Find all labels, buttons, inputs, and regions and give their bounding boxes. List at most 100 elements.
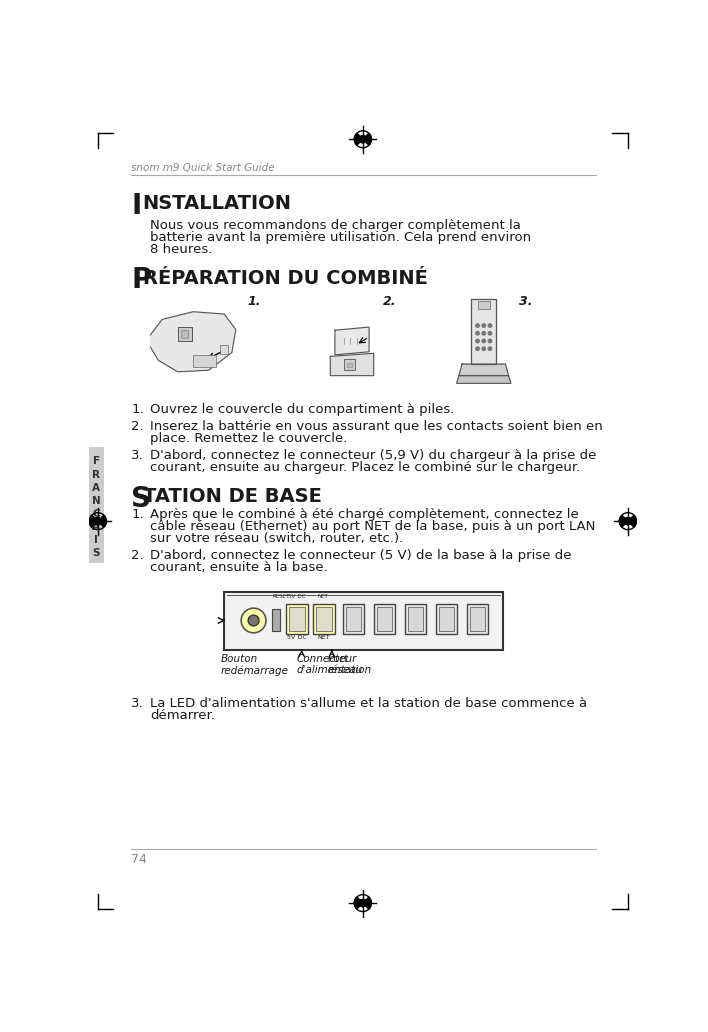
Text: R: R xyxy=(92,470,101,480)
Text: 1.: 1. xyxy=(247,295,261,308)
Bar xyxy=(439,608,455,631)
Bar xyxy=(346,608,361,631)
Text: A: A xyxy=(92,522,101,531)
Text: Bouton
redémarrage: Bouton redémarrage xyxy=(220,653,288,676)
Bar xyxy=(408,608,423,631)
Wedge shape xyxy=(620,515,628,527)
Text: Nous vous recommandons de charger complètement la: Nous vous recommandons de charger complè… xyxy=(151,219,521,231)
Bar xyxy=(343,605,365,634)
Polygon shape xyxy=(457,376,511,383)
Text: courant, ensuite à la base.: courant, ensuite à la base. xyxy=(151,560,329,574)
Text: 8 heures.: 8 heures. xyxy=(151,244,213,256)
Circle shape xyxy=(489,340,491,343)
Wedge shape xyxy=(625,521,630,524)
Text: 5V  DC: 5V DC xyxy=(287,594,305,600)
Wedge shape xyxy=(89,515,98,527)
Text: I: I xyxy=(131,192,142,220)
Bar xyxy=(478,301,490,309)
Bar xyxy=(467,605,489,634)
Text: 3.: 3. xyxy=(131,449,144,462)
Text: RÉPARATION DU COMBINÉ: RÉPARATION DU COMBINÉ xyxy=(143,268,428,288)
Polygon shape xyxy=(331,353,374,376)
Text: F: F xyxy=(93,456,100,466)
Text: I: I xyxy=(94,535,98,545)
Circle shape xyxy=(248,615,259,625)
Bar xyxy=(374,605,395,634)
Text: NET: NET xyxy=(318,635,331,640)
Bar xyxy=(313,605,335,634)
Circle shape xyxy=(476,324,479,327)
Text: Ç: Ç xyxy=(93,509,100,519)
Text: Ouvrez le couvercle du compartiment à piles.: Ouvrez le couvercle du compartiment à pi… xyxy=(151,402,455,416)
Text: 2.: 2. xyxy=(383,295,396,308)
Wedge shape xyxy=(363,897,372,909)
Bar xyxy=(405,605,426,634)
Wedge shape xyxy=(625,518,630,521)
Circle shape xyxy=(489,347,491,351)
Text: 2.: 2. xyxy=(131,420,144,432)
Wedge shape xyxy=(98,515,106,527)
Text: N: N xyxy=(92,495,101,506)
Bar xyxy=(470,608,485,631)
Bar xyxy=(344,359,355,370)
Circle shape xyxy=(482,331,486,335)
Wedge shape xyxy=(360,903,365,907)
Text: S: S xyxy=(131,485,151,513)
Polygon shape xyxy=(335,327,369,355)
Wedge shape xyxy=(360,139,365,142)
Circle shape xyxy=(241,608,266,633)
Wedge shape xyxy=(628,515,636,527)
Circle shape xyxy=(482,324,486,327)
Circle shape xyxy=(482,347,486,351)
Circle shape xyxy=(476,347,479,351)
Text: courant, ensuite au chargeur. Placez le combiné sur le chargeur.: courant, ensuite au chargeur. Placez le … xyxy=(151,461,581,474)
Polygon shape xyxy=(472,298,496,364)
Bar xyxy=(348,362,352,367)
Wedge shape xyxy=(360,135,365,139)
Text: Port
réseau: Port réseau xyxy=(328,653,363,675)
Text: D'abord, connectez le connecteur (5,9 V) du chargeur à la prise de: D'abord, connectez le connecteur (5,9 V)… xyxy=(151,449,597,462)
Polygon shape xyxy=(151,312,236,372)
Text: démarrer.: démarrer. xyxy=(151,709,215,722)
Bar xyxy=(286,605,308,634)
Text: 3.: 3. xyxy=(519,295,532,308)
Text: Inserez la battérie en vous assurant que les contacts soient bien en: Inserez la battérie en vous assurant que… xyxy=(151,420,603,432)
Text: NSTALLATION: NSTALLATION xyxy=(143,194,292,213)
Bar xyxy=(435,605,457,634)
Text: P: P xyxy=(131,266,152,294)
Circle shape xyxy=(476,331,479,335)
Bar xyxy=(220,345,228,354)
Text: Après que le combiné à été chargé complètement, connectez le: Après que le combiné à été chargé complè… xyxy=(151,508,579,521)
Text: NET: NET xyxy=(318,594,329,600)
Wedge shape xyxy=(354,897,363,909)
Text: S: S xyxy=(93,548,100,558)
Bar xyxy=(316,608,332,631)
Text: RESET: RESET xyxy=(272,594,290,600)
Wedge shape xyxy=(354,133,363,146)
Circle shape xyxy=(482,340,486,343)
Text: 74: 74 xyxy=(131,853,147,866)
Circle shape xyxy=(489,324,491,327)
Text: 5V  DC: 5V DC xyxy=(287,635,307,640)
Text: TATION DE BASE: TATION DE BASE xyxy=(143,487,321,506)
Text: sur votre réseau (switch, router, etc.).: sur votre réseau (switch, router, etc.). xyxy=(151,531,404,545)
Text: 1.: 1. xyxy=(131,508,144,521)
Text: place. Remettez le couvercle.: place. Remettez le couvercle. xyxy=(151,431,348,445)
Text: D'abord, connectez le connecteur (5 V) de la base à la prise de: D'abord, connectez le connecteur (5 V) d… xyxy=(151,549,572,561)
Text: Connecteur
d'alimentation: Connecteur d'alimentation xyxy=(297,653,372,675)
Wedge shape xyxy=(96,521,101,524)
Bar xyxy=(181,330,188,337)
Bar xyxy=(178,327,192,341)
Circle shape xyxy=(489,331,491,335)
Text: 3.: 3. xyxy=(131,698,144,710)
Text: snom m9 Quick Start Guide: snom m9 Quick Start Guide xyxy=(131,163,275,173)
Circle shape xyxy=(476,340,479,343)
Wedge shape xyxy=(363,133,372,146)
Text: 2.: 2. xyxy=(131,549,144,561)
Wedge shape xyxy=(96,518,101,521)
Text: batterie avant la première utilisation. Cela prend environ: batterie avant la première utilisation. … xyxy=(151,231,532,244)
Text: 1.: 1. xyxy=(131,402,144,416)
Text: câble réseau (Ethernet) au port NET de la base, puis à un port LAN: câble réseau (Ethernet) au port NET de l… xyxy=(151,520,596,533)
Bar xyxy=(193,355,217,367)
Text: La LED d'alimentation s'allume et la station de base commence à: La LED d'alimentation s'allume et la sta… xyxy=(151,698,588,710)
